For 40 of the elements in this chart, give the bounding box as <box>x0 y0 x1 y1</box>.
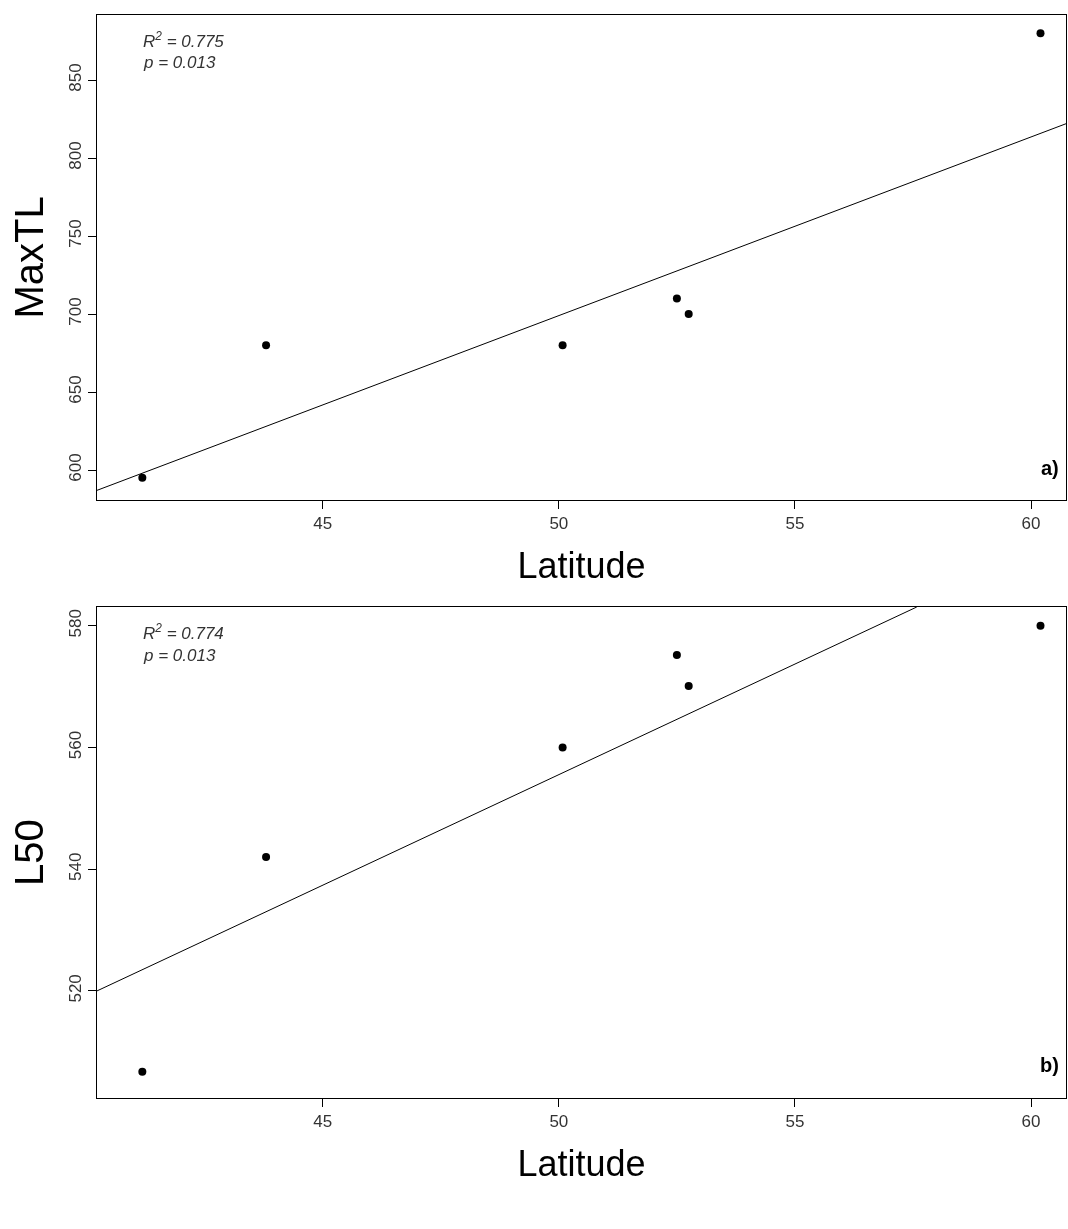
y-tick-label: 580 <box>66 609 86 638</box>
point <box>672 294 681 303</box>
point <box>1036 621 1045 630</box>
point <box>558 341 567 350</box>
x-tick-label: 55 <box>785 1112 805 1132</box>
x-tick-label: 45 <box>313 1112 333 1132</box>
annotation: R$^{2}$ = 0.774 <box>143 621 224 644</box>
point <box>684 310 693 319</box>
point <box>558 743 567 752</box>
x-tick-label: 50 <box>549 1112 569 1132</box>
annotation: R$^{2}$ = 0.775 <box>143 29 225 52</box>
y-tick-label: 750 <box>66 219 86 248</box>
x-tick-label: 45 <box>313 514 333 534</box>
y-axis-title: L50 <box>6 819 51 886</box>
point <box>684 682 693 691</box>
point <box>672 651 681 660</box>
x-axis-title: Latitude <box>517 1143 646 1185</box>
x-axis-title: Latitude <box>517 545 646 587</box>
y-tick-label: 520 <box>66 974 86 1003</box>
y-tick-label: 800 <box>66 141 86 170</box>
point <box>1036 29 1045 38</box>
annotation: b) <box>1040 1054 1059 1076</box>
x-tick-label: 50 <box>549 514 569 534</box>
annotation: p = 0.013 <box>143 53 216 72</box>
point <box>262 341 271 350</box>
y-tick-label: 600 <box>66 453 86 482</box>
annotation: p = 0.013 <box>143 646 216 665</box>
y-axis-title: MaxTL <box>6 196 51 319</box>
y-tick-label: 560 <box>66 730 86 760</box>
x-tick-label: 55 <box>785 514 805 534</box>
annotation: a) <box>1041 457 1059 479</box>
x-tick-label: 60 <box>1021 514 1041 534</box>
y-tick-label: 650 <box>66 375 86 404</box>
x-tick-label: 60 <box>1021 1112 1041 1132</box>
point <box>138 1067 147 1076</box>
point <box>262 853 271 862</box>
y-tick-label: 850 <box>66 63 86 92</box>
y-tick-label: 540 <box>66 852 86 881</box>
y-tick-label: 700 <box>66 297 86 326</box>
point <box>138 473 147 482</box>
